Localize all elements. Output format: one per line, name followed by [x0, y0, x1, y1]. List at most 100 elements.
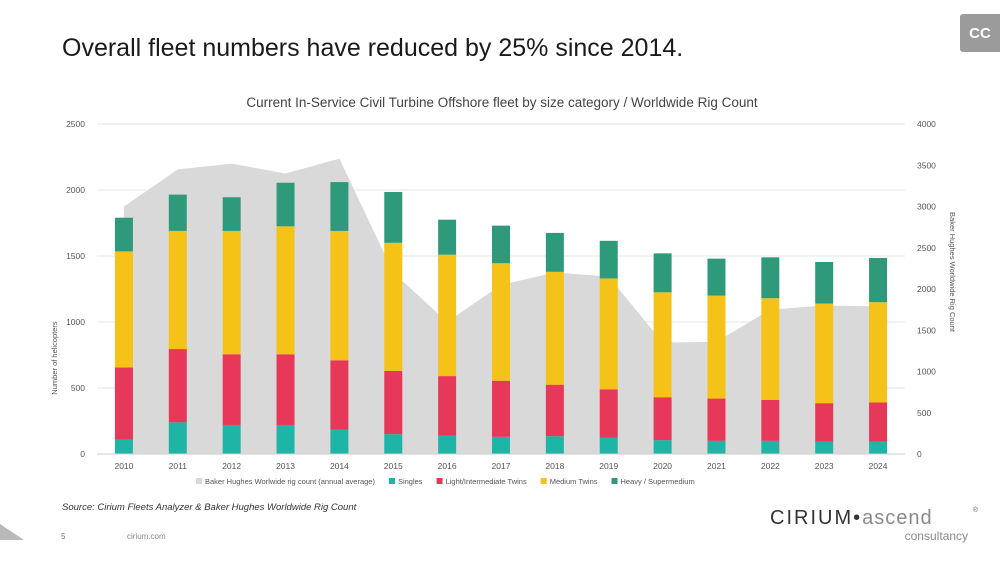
bar-light_twins	[653, 397, 672, 441]
bar-heavy	[276, 182, 295, 227]
bar-light_twins	[707, 398, 726, 441]
bar-medium_twins	[869, 302, 888, 403]
y-tick-label: 2500	[66, 119, 85, 129]
bar-singles	[222, 424, 241, 454]
bar-singles	[653, 440, 672, 454]
x-tick-label: 2019	[599, 461, 618, 471]
x-tick-label: 2018	[545, 461, 564, 471]
bar-light_twins	[599, 389, 618, 438]
bar-medium_twins	[492, 263, 510, 381]
bar-heavy	[869, 257, 888, 303]
bar-light_twins	[168, 349, 187, 423]
x-tick-label: 2024	[869, 461, 888, 471]
y2-tick-label: 500	[917, 408, 931, 418]
bar-light_twins	[815, 403, 834, 442]
bar-heavy	[222, 197, 241, 231]
bar-singles	[761, 440, 780, 454]
bar-heavy	[384, 191, 403, 243]
y-tick-label: 0	[80, 449, 85, 459]
fleet-chart: Current In-Service Civil Turbine Offshor…	[50, 95, 957, 486]
bar-medium_twins	[438, 254, 457, 377]
x-tick-label: 2022	[761, 461, 780, 471]
bar-medium_twins	[815, 303, 834, 404]
bar-singles	[438, 435, 457, 454]
legend-swatch-light_twins	[436, 478, 443, 484]
bar-medium_twins	[653, 292, 672, 398]
bar-light_twins	[330, 360, 349, 430]
y-tick-label: 1000	[66, 317, 85, 327]
bar-medium_twins	[761, 298, 780, 400]
y2-tick-label: 3000	[917, 202, 936, 212]
x-tick-label: 2023	[815, 461, 834, 471]
bar-medium_twins	[276, 226, 295, 355]
logo-word-ascend: ascend	[862, 507, 933, 529]
bar-light_twins	[276, 354, 295, 425]
y2-tick-label: 1500	[917, 325, 936, 335]
x-tick-label: 2013	[276, 461, 295, 471]
bar-heavy	[168, 194, 187, 231]
y2-tick-label: 0	[917, 449, 922, 459]
bar-singles	[707, 440, 726, 454]
bar-heavy	[653, 253, 672, 293]
logo-subtitle: consultancy	[904, 529, 968, 543]
legend-label-singles: Singles	[398, 477, 423, 486]
bar-light_twins	[114, 367, 133, 440]
logo-registered: ®	[972, 507, 978, 514]
bar-light_twins	[384, 370, 403, 435]
page-number: 5	[61, 532, 66, 541]
slide-headline: Overall fleet numbers have reduced by 25…	[62, 34, 684, 62]
bar-singles	[869, 441, 888, 454]
bar-medium_twins	[384, 242, 403, 371]
bar-heavy	[492, 225, 510, 264]
bar-heavy	[114, 217, 133, 252]
bar-singles	[599, 437, 618, 454]
bar-heavy	[761, 257, 780, 299]
bar-light_twins	[545, 384, 564, 437]
legend-swatch-area	[196, 478, 202, 484]
y2-tick-label: 3500	[917, 160, 936, 170]
cc-badge[interactable]: CC	[960, 14, 1000, 52]
chart-legend: Baker Hughes Worlwide rig count (annual …	[196, 477, 695, 486]
bar-light_twins	[222, 354, 241, 425]
bar-singles	[168, 422, 187, 454]
bar-heavy	[330, 182, 349, 231]
bar-medium_twins	[707, 295, 726, 399]
bar-singles	[330, 429, 349, 454]
source-note: Source: Cirium Fleets Analyzer & Baker H…	[62, 502, 357, 513]
bar-heavy	[545, 232, 564, 272]
y2-tick-label: 2500	[917, 243, 936, 253]
y2-tick-label: 4000	[917, 119, 936, 129]
bar-singles	[114, 439, 133, 454]
logo-word-cirium: CIRIUM	[770, 507, 854, 529]
bar-singles	[276, 424, 295, 454]
x-tick-label: 2015	[384, 461, 403, 471]
y2-tick-label: 2000	[917, 284, 936, 294]
bar-light_twins	[869, 402, 888, 442]
x-tick-label: 2017	[492, 461, 511, 471]
bar-heavy	[438, 219, 457, 255]
bar-light_twins	[492, 380, 510, 437]
bar-singles	[492, 436, 510, 454]
legend-swatch-singles	[388, 478, 395, 484]
legend-swatch-medium_twins	[540, 478, 547, 484]
chart-title: Current In-Service Civil Turbine Offshor…	[246, 95, 757, 110]
x-tick-label: 2016	[438, 461, 457, 471]
x-tick-label: 2010	[114, 461, 133, 471]
x-tick-label: 2014	[330, 461, 349, 471]
bar-heavy	[815, 261, 834, 304]
bar-light_twins	[438, 376, 457, 436]
axes: 0 500 1000 1500 2000 2500 0 500 1000 1500 2000 2500…	[66, 119, 936, 471]
bar-series	[114, 182, 888, 454]
x-tick-label: 2021	[707, 461, 726, 471]
bar-singles	[545, 436, 564, 454]
bar-medium_twins	[599, 278, 618, 390]
legend-label-area: Baker Hughes Worlwide rig count (annual …	[205, 477, 375, 486]
bar-medium_twins	[168, 230, 187, 350]
legend-swatch-heavy	[611, 478, 618, 484]
y-tick-label: 1500	[66, 251, 85, 261]
logo-separator: •	[853, 507, 863, 529]
y-tick-label: 500	[71, 383, 85, 393]
website-link[interactable]: cirium.com	[127, 532, 166, 541]
x-tick-label: 2011	[169, 461, 188, 471]
bar-medium_twins	[330, 230, 349, 361]
